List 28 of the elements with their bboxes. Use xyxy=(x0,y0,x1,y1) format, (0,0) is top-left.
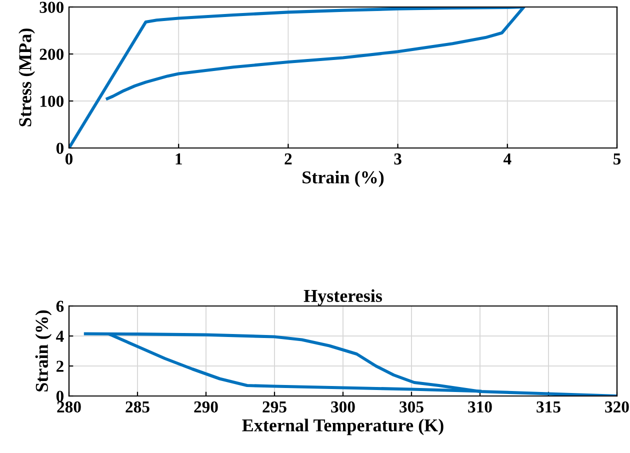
x-tick-label: 3 xyxy=(394,153,402,165)
y-tick-label: 200 xyxy=(40,48,64,60)
x-tick-label: 315 xyxy=(536,401,560,413)
y-axis-title: Stress (MPa) xyxy=(18,28,35,126)
y-tick-label: 100 xyxy=(40,96,64,107)
x-tick-label: 0 xyxy=(65,153,73,165)
x-tick-label: 300 xyxy=(331,401,355,413)
x-tick-label: 310 xyxy=(468,401,492,413)
x-tick-label: 290 xyxy=(194,401,218,413)
y-tick-label: 2 xyxy=(56,360,64,372)
y-tick-label: 4 xyxy=(56,330,64,342)
y-tick-label: 6 xyxy=(56,300,64,312)
x-axis-title: Strain (%) xyxy=(302,170,384,188)
x-tick-label: 5 xyxy=(614,154,621,165)
x-tick-label: 2 xyxy=(284,153,292,164)
y-tick-label: 0 xyxy=(56,142,64,154)
x-tick-label: 320 xyxy=(605,401,629,413)
x-tick-label: 285 xyxy=(126,401,150,413)
x-tick-label: 4 xyxy=(503,153,512,164)
x-tick-label: 305 xyxy=(400,401,424,413)
y-tick-label: 0 xyxy=(56,390,64,402)
x-tick-label: 1 xyxy=(176,153,182,164)
x-tick-label: 280 xyxy=(57,401,81,413)
x-tick-label: 295 xyxy=(262,401,286,413)
y-tick-label: 300 xyxy=(40,2,64,13)
y-axis-title: Strain (%) xyxy=(35,310,52,392)
x-axis-title: External Temperature (K) xyxy=(242,418,444,436)
chart-title: Hysteresis xyxy=(304,289,382,306)
